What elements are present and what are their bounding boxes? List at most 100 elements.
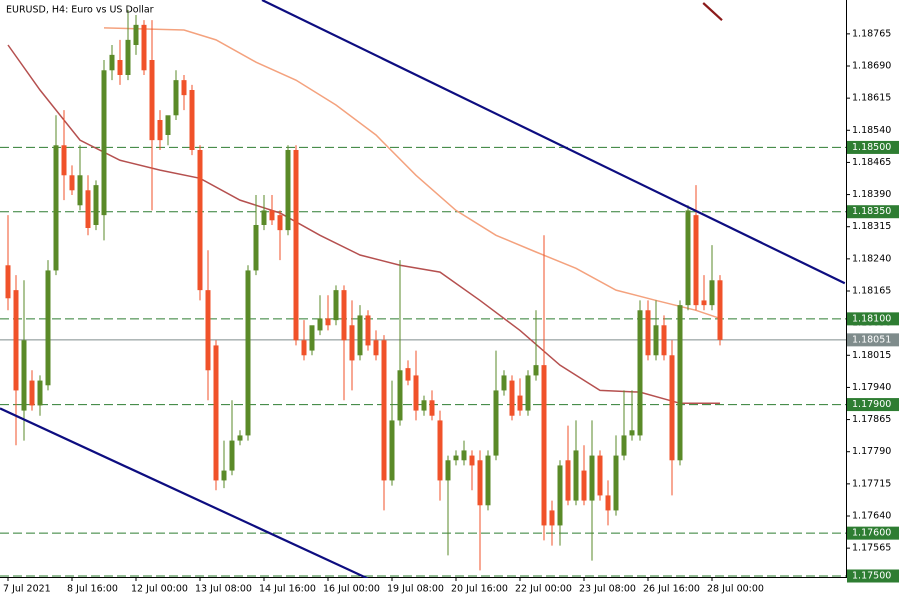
candle-body xyxy=(381,340,387,481)
candle-body xyxy=(717,280,723,340)
candle-body xyxy=(517,395,523,411)
candle-body xyxy=(365,315,371,346)
current-price-box xyxy=(847,333,899,347)
level-label: 1.18100 xyxy=(852,313,891,324)
candle-body xyxy=(573,450,579,501)
candle-body xyxy=(645,310,651,356)
candle-body xyxy=(525,375,531,411)
candle-body xyxy=(437,420,443,481)
x-tick-label: 22 Jul 00:00 xyxy=(515,584,572,595)
x-tick-label: 7 Jul 2021 xyxy=(3,584,51,595)
candle-body xyxy=(349,325,355,361)
y-tick-label: 1.17865 xyxy=(852,414,891,425)
y-tick-label: 1.18465 xyxy=(852,157,891,168)
candle-body xyxy=(261,210,267,225)
candle-body xyxy=(413,375,419,411)
candle-body xyxy=(693,215,699,306)
candle-body xyxy=(389,420,395,481)
trend-line xyxy=(261,0,846,285)
x-tick-label: 12 Jul 00:00 xyxy=(131,584,188,595)
candle-body xyxy=(285,150,291,231)
trend-line xyxy=(0,407,369,578)
candle-body xyxy=(165,115,171,135)
candle-body xyxy=(557,465,563,526)
x-tick-label: 16 Jul 00:00 xyxy=(323,584,380,595)
candle-body xyxy=(509,380,515,416)
x-tick-label: 28 Jul 00:00 xyxy=(707,584,764,595)
candle-body xyxy=(205,290,211,371)
candle-body xyxy=(405,368,411,381)
candle-body xyxy=(125,39,131,75)
candle-body xyxy=(597,455,603,496)
candle-body xyxy=(493,390,499,456)
candle-body xyxy=(149,60,155,141)
candle-body xyxy=(677,305,683,461)
candle-body xyxy=(445,460,451,481)
candle-body xyxy=(69,175,75,191)
candle-body xyxy=(29,380,35,406)
candle-body xyxy=(653,325,659,356)
level-label-box xyxy=(847,398,899,412)
candle-body xyxy=(53,145,59,271)
candle-body xyxy=(181,80,187,96)
level-label-box xyxy=(847,569,899,583)
level-label: 1.17900 xyxy=(852,399,891,410)
x-tick-label: 26 Jul 16:00 xyxy=(643,584,700,595)
moving-average xyxy=(103,27,721,320)
candle-body xyxy=(237,435,243,441)
y-tick-label: 1.18540 xyxy=(852,125,891,136)
candle-body xyxy=(373,340,379,356)
level-label-box xyxy=(847,526,899,540)
candle-body xyxy=(589,455,595,501)
candle-body xyxy=(197,150,203,291)
candle-body xyxy=(37,380,43,406)
candle-body xyxy=(245,270,251,436)
candle-body xyxy=(277,215,283,231)
x-tick-label: 20 Jul 16:00 xyxy=(451,584,508,595)
candle-body xyxy=(469,455,475,466)
candle-body xyxy=(605,495,611,511)
candle-body xyxy=(637,310,643,436)
candle-body xyxy=(453,455,459,461)
y-tick-label: 1.17565 xyxy=(852,543,891,554)
candle-body xyxy=(61,145,67,176)
level-label: 1.18500 xyxy=(852,142,891,153)
candle-body xyxy=(341,290,347,341)
candle-body xyxy=(141,24,147,71)
chart-title: EURUSD, H4: Euro vs US Dollar xyxy=(6,5,154,16)
candle-body xyxy=(485,455,491,506)
candle-body xyxy=(421,400,427,411)
candle-body xyxy=(501,375,507,391)
candle-body xyxy=(621,435,627,456)
candle-body xyxy=(549,510,555,526)
candle-body xyxy=(189,90,195,150)
candle-body xyxy=(157,120,163,141)
candle-body xyxy=(301,340,307,356)
y-tick-label: 1.18165 xyxy=(852,286,891,297)
candle-body xyxy=(477,460,483,506)
candle-body xyxy=(333,290,339,321)
y-tick-label: 1.18390 xyxy=(852,189,891,200)
candle-body xyxy=(45,270,51,386)
candle-body xyxy=(101,70,107,216)
moving-average xyxy=(7,44,720,405)
level-label-box xyxy=(847,312,899,326)
candle-body xyxy=(629,430,635,436)
candle-body xyxy=(541,365,547,526)
level-label-box xyxy=(847,205,899,219)
level-label: 1.17600 xyxy=(852,528,891,539)
candle-body xyxy=(77,175,83,206)
y-tick-label: 1.17715 xyxy=(852,478,891,489)
candle-body xyxy=(701,300,707,306)
candle-body xyxy=(229,440,235,471)
x-tick-label: 13 Jul 08:00 xyxy=(195,584,252,595)
candle-body xyxy=(661,325,667,356)
candle-body xyxy=(565,460,571,501)
candle-body xyxy=(685,210,691,306)
candle-body xyxy=(21,340,27,411)
candle-body xyxy=(397,370,403,421)
level-label: 1.18350 xyxy=(852,206,891,217)
candle-body xyxy=(581,470,587,501)
x-tick-label: 8 Jul 16:00 xyxy=(67,584,118,595)
